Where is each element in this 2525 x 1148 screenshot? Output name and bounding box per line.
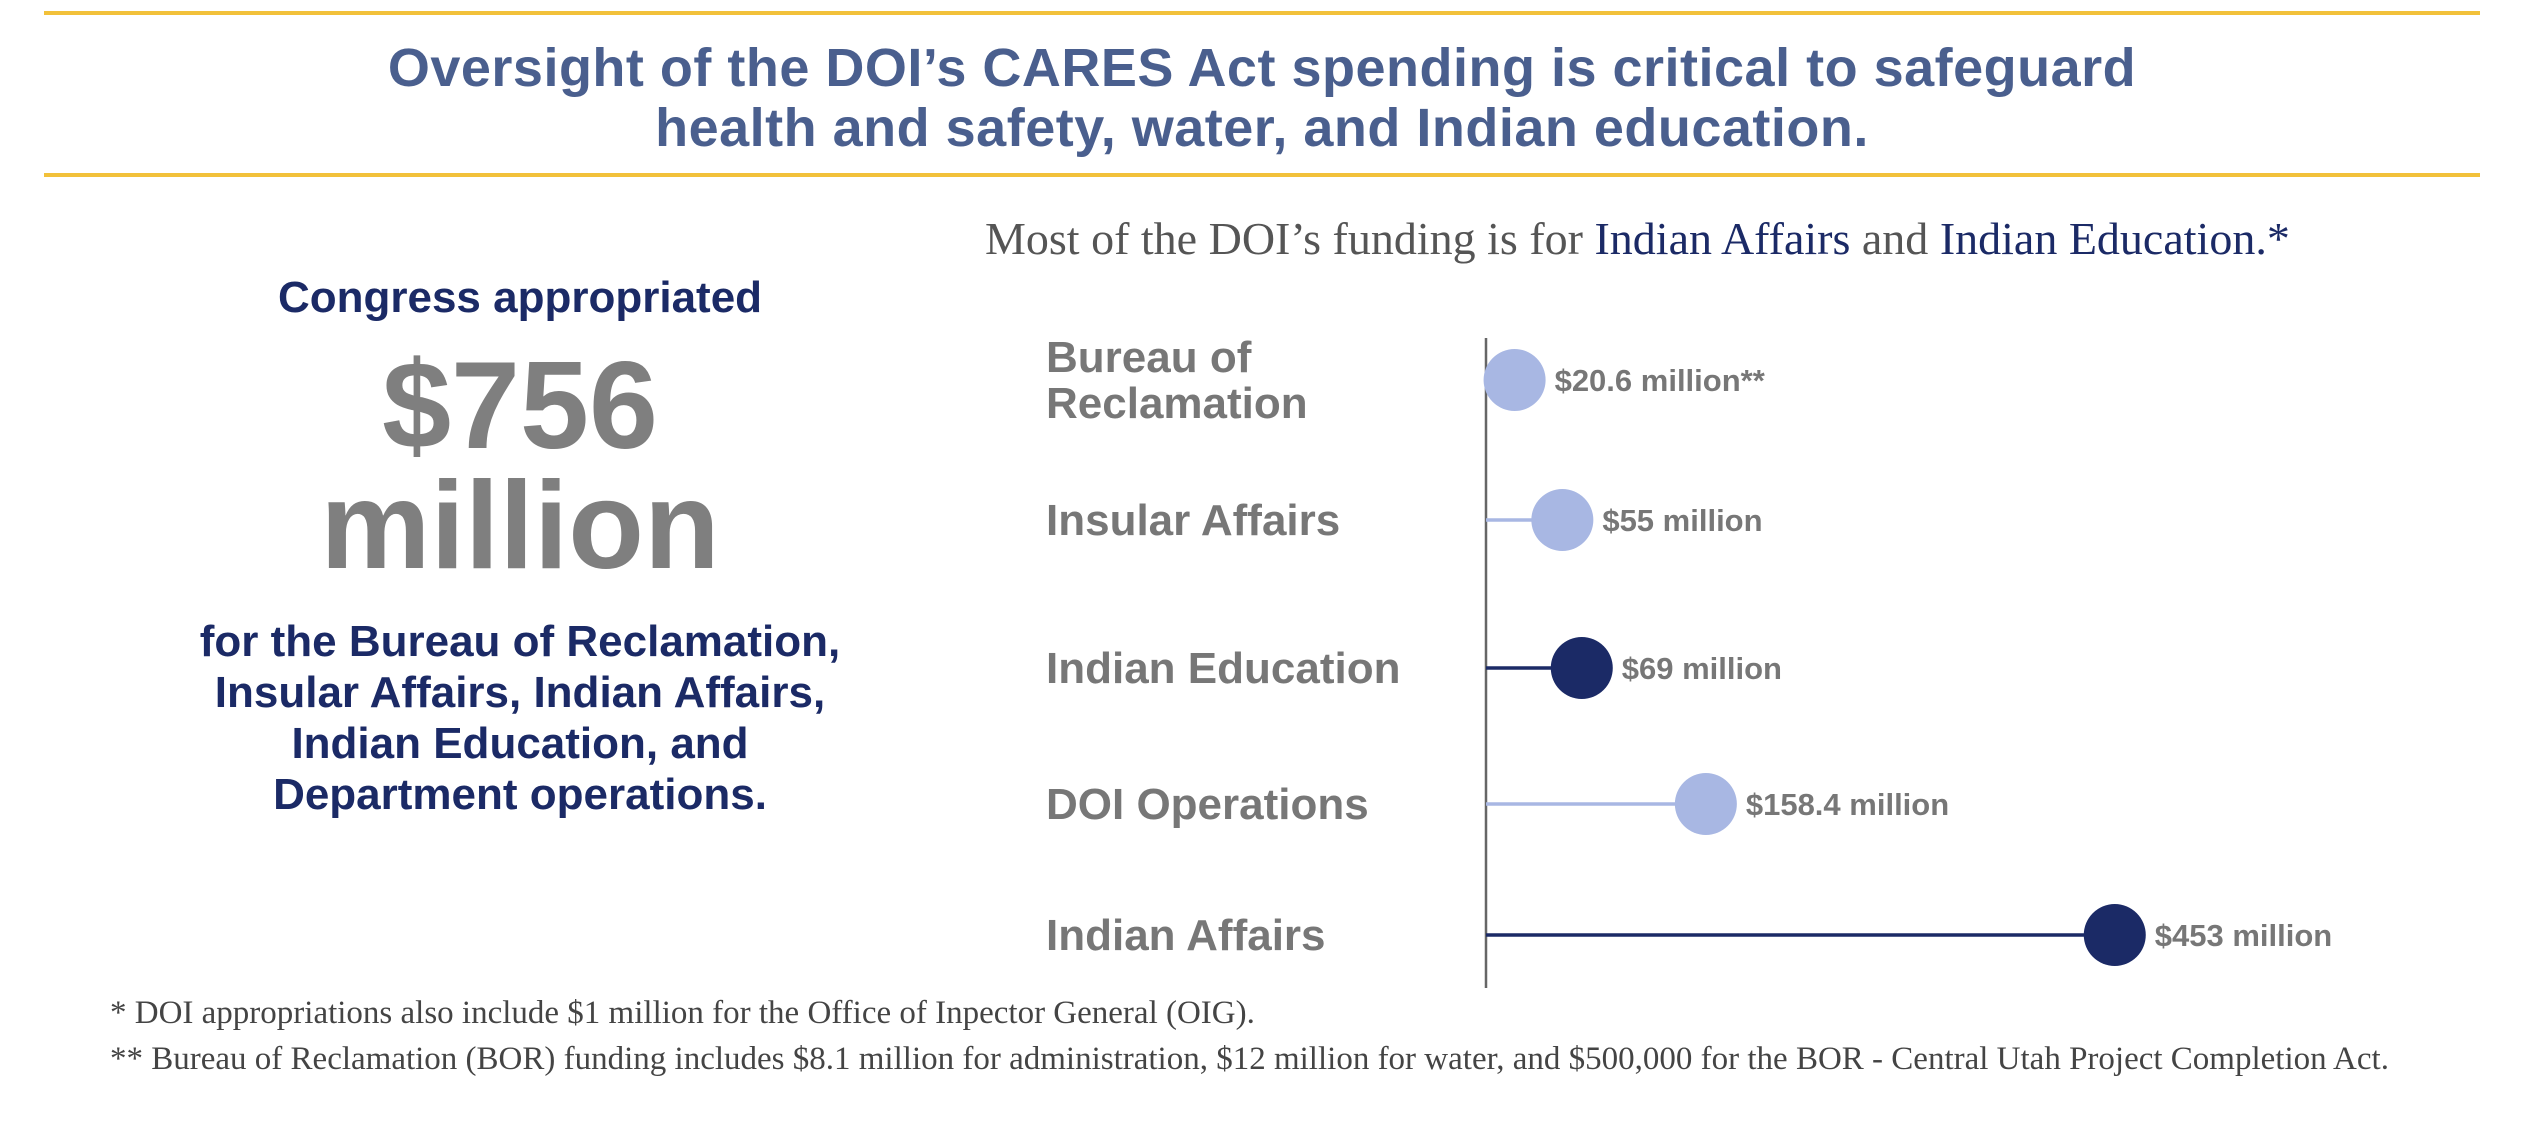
bottom-rule bbox=[44, 173, 2480, 177]
data-point-2 bbox=[1550, 637, 1613, 699]
summary-desc-line-2: Insular Affairs, Indian Affairs, bbox=[214, 668, 826, 717]
summary-desc-line-1: for the Bureau of Reclamation, bbox=[199, 617, 841, 666]
data-point-4 bbox=[2083, 904, 2146, 966]
summary-amount-unit: million bbox=[320, 457, 720, 595]
value-label-1: $55 million bbox=[1602, 503, 1762, 538]
category-label-2-line-0: Indian Education bbox=[1046, 644, 1400, 693]
chart-subtitle-indian-affairs: Indian Affairs bbox=[1594, 213, 1851, 264]
summary-desc-line-3: Indian Education, and bbox=[291, 719, 749, 768]
category-label-3-line-0: DOI Operations bbox=[1046, 780, 1369, 829]
value-label-2: $69 million bbox=[1622, 651, 1782, 686]
summary-panel: Congress appropriated $756 million for t… bbox=[90, 272, 950, 820]
category-label-4-line-0: Indian Affairs bbox=[1046, 911, 1326, 960]
chart-subtitle-indian-education: Indian Education.* bbox=[1939, 213, 2290, 264]
category-label-3: DOI Operations bbox=[1046, 780, 1369, 829]
headline-line-1: Oversight of the DOI’s CARES Act spendin… bbox=[387, 38, 2137, 98]
value-label-3: $158.4 million bbox=[1746, 787, 1949, 822]
funding-lollipop-chart: Bureau of Reclamation $20.6 million** Insul… bbox=[1046, 333, 2332, 988]
category-label-1: Insular Affairs bbox=[1046, 496, 1340, 545]
chart-subtitle: Most of the DOI’s funding is for Indian … bbox=[985, 212, 2290, 265]
footnote-1: * DOI appropriations also include $1 mil… bbox=[110, 995, 1255, 1031]
category-label-0-line-0: Bureau of bbox=[1046, 333, 1252, 382]
category-label-0: Bureau of Reclamation bbox=[1046, 333, 1308, 428]
data-point-0 bbox=[1483, 349, 1546, 411]
value-label-0: $20.6 million** bbox=[1555, 363, 1766, 398]
category-label-1-line-0: Insular Affairs bbox=[1046, 496, 1340, 545]
chart-subtitle-part-3: and bbox=[1850, 213, 1940, 264]
category-label-2: Indian Education bbox=[1046, 644, 1400, 693]
value-label-4: $453 million bbox=[2155, 918, 2332, 953]
headline: Oversight of the DOI’s CARES Act spendin… bbox=[44, 38, 2480, 158]
chart-subtitle-part-1: Most of the DOI’s funding is for bbox=[985, 213, 1595, 264]
summary-intro: Congress appropriated bbox=[277, 273, 763, 322]
footnote-2: ** Bureau of Reclamation (BOR) funding i… bbox=[110, 1041, 2389, 1077]
summary-description: for the Bureau of Reclamation, Insular A… bbox=[90, 616, 950, 820]
summary-desc-line-4: Department operations. bbox=[273, 770, 767, 819]
category-label-0-line-1: Reclamation bbox=[1046, 379, 1308, 428]
category-label-4: Indian Affairs bbox=[1046, 911, 1326, 960]
data-point-1 bbox=[1531, 489, 1594, 551]
top-rule bbox=[44, 11, 2480, 15]
summary-amount-value: $756 bbox=[382, 337, 658, 475]
footnotes: * DOI appropriations also include $1 mil… bbox=[110, 990, 2490, 1082]
headline-line-2: health and safety, water, and Indian edu… bbox=[655, 98, 1869, 158]
data-point-3 bbox=[1674, 773, 1737, 835]
summary-amount: $756 million bbox=[90, 337, 950, 595]
